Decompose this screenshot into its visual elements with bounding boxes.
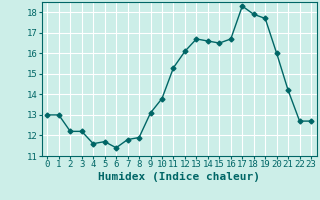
X-axis label: Humidex (Indice chaleur): Humidex (Indice chaleur) (98, 172, 260, 182)
